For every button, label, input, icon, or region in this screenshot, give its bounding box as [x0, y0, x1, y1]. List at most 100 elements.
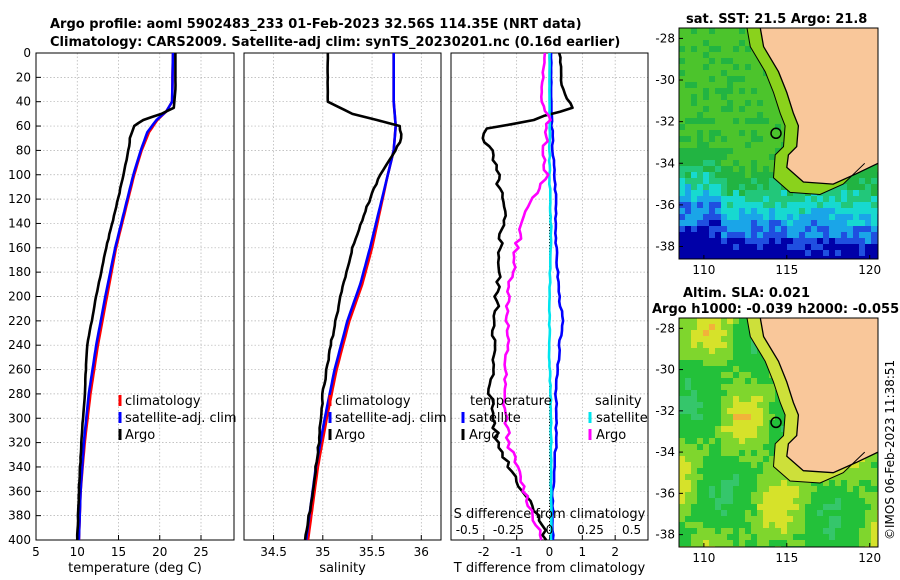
field-cell [685, 414, 691, 420]
field-cell [733, 390, 739, 396]
field-cell [847, 214, 853, 220]
field-cell [709, 250, 715, 256]
field-cell [685, 468, 691, 474]
field-cell [739, 226, 745, 232]
field-cell [763, 112, 769, 118]
field-cell [691, 238, 697, 244]
field-cell [679, 142, 685, 148]
field-cell [799, 486, 805, 492]
field-cell [739, 390, 745, 396]
field-cell [829, 522, 835, 528]
field-cell [787, 232, 793, 238]
field-cell [793, 534, 799, 540]
field-cell [745, 504, 751, 510]
field-cell [859, 540, 865, 546]
field-cell [691, 408, 697, 414]
field-cell [787, 226, 793, 232]
map-frame [678, 317, 879, 548]
field-cell [745, 444, 751, 450]
x-tick-label: 25 [193, 545, 208, 559]
field-cell [703, 402, 709, 408]
field-cell [769, 420, 775, 426]
field-cell [751, 342, 757, 348]
lat-tick-label: -32 [655, 115, 675, 129]
field-cell [697, 202, 703, 208]
field-cell [697, 40, 703, 46]
field-cell [679, 498, 685, 504]
field-cell [685, 64, 691, 70]
field-cell [829, 498, 835, 504]
field-cell [697, 480, 703, 486]
field-cell [871, 522, 877, 528]
field-cell [727, 504, 733, 510]
field-cell [691, 366, 697, 372]
field-cell [871, 250, 877, 256]
field-cell [781, 522, 787, 528]
field-cell [709, 444, 715, 450]
field-cell [745, 58, 751, 64]
field-cell [733, 438, 739, 444]
field-cell [691, 444, 697, 450]
field-cell [835, 214, 841, 220]
field-cell [697, 46, 703, 52]
field-cell [715, 360, 721, 366]
field-cell [703, 534, 709, 540]
x-tick-label: -1 [511, 545, 523, 559]
field-cell [805, 516, 811, 522]
field-cell [829, 226, 835, 232]
field-cell [751, 256, 757, 259]
field-cell [703, 256, 709, 259]
field-cell [703, 444, 709, 450]
field-cell [763, 510, 769, 516]
field-cell [709, 420, 715, 426]
field-cell [841, 528, 847, 534]
sal-satellite-line [304, 53, 397, 541]
field-cell [739, 28, 745, 34]
field-cell [751, 354, 757, 360]
field-cell [733, 456, 739, 462]
field-cell [703, 40, 709, 46]
field-cell [751, 402, 757, 408]
field-cell [697, 432, 703, 438]
field-cell [871, 172, 877, 178]
field-cell [679, 232, 685, 238]
field-cell [751, 142, 757, 148]
field-cell [793, 540, 799, 546]
field-cell [739, 118, 745, 124]
field-cell [745, 420, 751, 426]
legend-label: satellite [469, 411, 521, 426]
field-cell [709, 522, 715, 528]
field-cell [697, 34, 703, 40]
field-cell [691, 46, 697, 52]
field-cell [805, 492, 811, 498]
field-cell [829, 510, 835, 516]
field-cell [775, 112, 781, 118]
field-cell [697, 534, 703, 540]
field-cell [775, 136, 781, 142]
field-cell [739, 214, 745, 220]
field-cell [769, 166, 775, 172]
field-cell [691, 360, 697, 366]
field-cell [739, 250, 745, 256]
field-cell [739, 154, 745, 160]
field-cell [685, 166, 691, 172]
field-cell [721, 420, 727, 426]
field-cell [745, 450, 751, 456]
field-cell [721, 58, 727, 64]
field-cell [811, 220, 817, 226]
field-cell [733, 372, 739, 378]
field-cell [703, 130, 709, 136]
field-cell [715, 324, 721, 330]
field-cell [739, 136, 745, 142]
field-cell [775, 238, 781, 244]
field-cell [859, 220, 865, 226]
field-cell [733, 420, 739, 426]
field-cell [745, 534, 751, 540]
field-cell [727, 366, 733, 372]
field-cell [763, 396, 769, 402]
field-cell [769, 510, 775, 516]
field-cell [685, 420, 691, 426]
field-cell [697, 504, 703, 510]
field-cell [727, 40, 733, 46]
field-cell [853, 232, 859, 238]
